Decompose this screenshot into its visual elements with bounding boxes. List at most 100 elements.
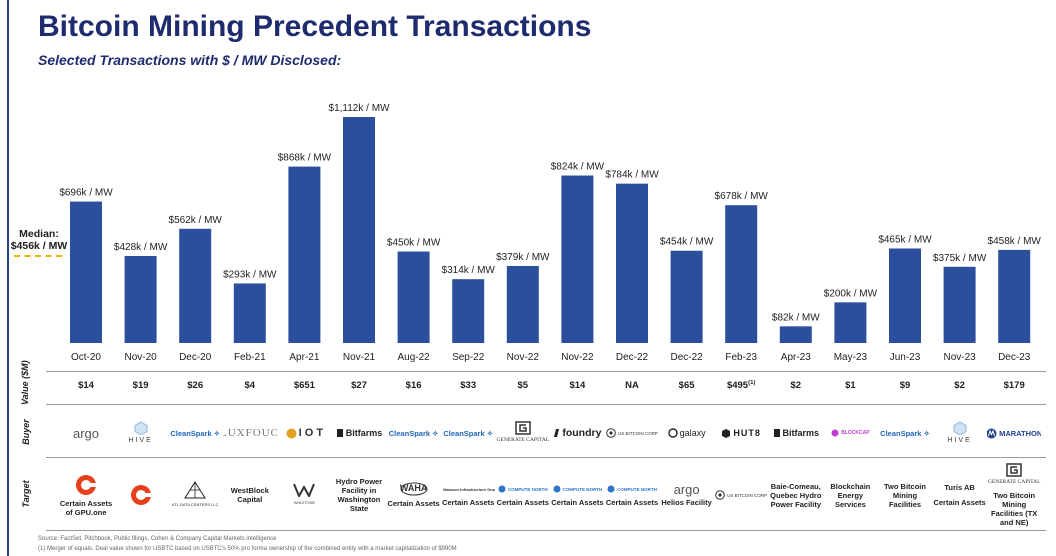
bar-6 <box>397 251 430 343</box>
buyer-13: Bitfarms <box>769 412 823 454</box>
deal-value-0: $14 <box>59 380 113 391</box>
deal-value-9: $14 <box>550 380 604 391</box>
left-accent-rule <box>7 0 9 556</box>
target-6: WAHA Certain Assets <box>387 462 441 528</box>
hut8-logo-mark-icon <box>722 428 731 438</box>
deal-value-text: $2 <box>954 380 965 391</box>
usbtc-logo-icon: US BITCOIN CORP <box>606 428 658 439</box>
bitfarms-logo-mark-icon <box>336 429 343 437</box>
x-tick-label-5: Nov-21 <box>343 352 376 363</box>
usbtc-logo-text: US BITCOIN CORP <box>617 430 658 436</box>
hut8-logo-icon: HUT8 <box>721 428 761 439</box>
generate-capital-logo-icon <box>515 420 531 435</box>
iot-logo-icon: I O T <box>286 426 324 439</box>
mawson-logo-text: Mawson Infrastructure Group Inc. <box>443 486 495 492</box>
bar-5 <box>343 117 375 343</box>
iot-logo-text: I O T <box>298 426 324 439</box>
x-tick-label-16: Nov-23 <box>943 352 976 363</box>
page-title: Bitcoin Mining Precedent Transactions <box>38 10 592 43</box>
compute-north-logo-text: COMPUTE NORTH <box>617 486 657 492</box>
deal-value-16: $2 <box>933 380 987 391</box>
deal-value-text: $4 <box>244 380 256 391</box>
usbtc-logo-mark-icon <box>715 490 725 500</box>
target-11: argo Helios Facility <box>660 462 714 528</box>
bar-14 <box>834 302 867 343</box>
target-name: Helios Facility <box>661 497 712 507</box>
deal-value-text: $19 <box>132 380 149 391</box>
blockcap-logo-mark-icon <box>831 429 839 437</box>
marathon-logo-text: MARATHON <box>999 428 1042 438</box>
data-label-17: $458k / MW <box>988 236 1042 247</box>
compute-north-logo-mark-icon <box>607 485 615 493</box>
data-label-7: $314k / MW <box>442 265 496 276</box>
galaxy-logo-mark-icon <box>667 428 678 438</box>
galaxy-logo-text: galaxy <box>679 427 706 438</box>
target-13: Baie-Comeau, Quebec Hydro Power Facility <box>769 462 823 528</box>
deal-value-text: $495 <box>726 380 749 392</box>
buyer-9: foundry <box>550 412 604 454</box>
target-name: Baie-Comeau, Quebec Hydro Power Facility <box>770 481 822 509</box>
bitfarms-logo-mark-icon <box>773 429 780 437</box>
bar-0 <box>70 201 102 343</box>
deal-value-12: $495(1) <box>714 380 768 391</box>
x-tick-label-7: Sep-22 <box>452 352 485 363</box>
deal-value-text: $14 <box>78 380 94 391</box>
hive-logo-icon <box>953 420 967 435</box>
x-tick-label-10: Dec-22 <box>616 352 649 363</box>
data-label-0: $696k / MW <box>59 188 113 199</box>
x-tick-label-0: Oct-20 <box>71 352 101 363</box>
target-name: Blockchain Energy Services <box>830 481 871 509</box>
target-name: Turis AB <box>944 483 975 492</box>
bar-9 <box>561 175 594 343</box>
buyer-7: CleanSpark ✧ <box>441 412 495 454</box>
target-name: Certain Assets of GPU.one <box>59 498 113 517</box>
bar-13 <box>779 326 812 343</box>
bar-3 <box>233 283 266 343</box>
target-row-top-rule <box>46 457 1046 458</box>
cleanspark-logo-icon: CleanSpark ✧ <box>443 428 493 438</box>
bar-17 <box>998 249 1031 343</box>
data-label-1: $428k / MW <box>114 242 168 253</box>
deal-value-text: $33 <box>460 380 477 391</box>
table-bottom-rule <box>46 530 1046 531</box>
compute-north-logo-mark-icon <box>498 485 506 493</box>
row-label-target: Target <box>21 480 31 508</box>
data-label-11: $454k / MW <box>660 237 714 248</box>
deal-value-text: $179 <box>1003 380 1025 391</box>
buyer-0: argo <box>59 412 113 454</box>
x-tick-label-11: Dec-22 <box>670 352 703 363</box>
source-footnote: Source: FactSet, Pitchbook, Public filin… <box>38 536 277 542</box>
buyer-17: MARATHON <box>987 412 1041 454</box>
footnote-1: (1) Merger of equals. Deal value shown f… <box>38 546 457 552</box>
cleanspark-logo-icon: CleanSpark ✧ <box>388 428 439 438</box>
data-label-5: $1,112k / MW <box>329 103 391 114</box>
winstone-logo-text: WINSTONE <box>293 499 316 505</box>
target-name: Certain Assets <box>442 498 495 507</box>
target-name: Certain Assets <box>551 497 604 507</box>
target-5: Hydro Power Facility in Washington State <box>332 462 386 528</box>
compute-north-logo-text: COMPUTE NORTH <box>562 486 603 492</box>
median-label: Median: $456k / MW <box>8 228 70 252</box>
x-tick-label-8: Nov-22 <box>507 352 540 363</box>
deal-value-14: $1 <box>823 380 877 391</box>
buyer-5: Bitfarms <box>332 412 386 454</box>
buyer-10: US BITCOIN CORP <box>605 412 659 454</box>
compute-north-logo-icon: COMPUTE NORTH <box>498 484 548 495</box>
iot-logo-mark-icon <box>286 428 297 438</box>
bar-chart: $696k / MW Oct-20 $428k / MW Nov-20 $562k / … <box>59 103 1042 363</box>
waha-logo-text: WAHA <box>399 483 428 493</box>
data-label-3: $293k / MW <box>223 269 277 280</box>
target-12: US BITCOIN CORP <box>714 462 768 528</box>
hut8-logo-text: HUT8 <box>733 427 761 438</box>
foundry-logo-text: foundry <box>562 426 602 439</box>
target-8: COMPUTE NORTH Certain Assets <box>496 462 550 528</box>
generate-capital-logo-text: GENERATE CAPITAL <box>496 436 550 443</box>
generate-capital-logo-text: GENERATE CAPITAL <box>987 479 1041 485</box>
deal-value-text: $1 <box>845 380 856 391</box>
buyer-4: I O T <box>277 412 331 454</box>
target-9: COMPUTE NORTH Certain Assets <box>550 462 604 528</box>
target-3: WestBlock Capital <box>223 462 277 528</box>
winstone-logo-icon <box>293 483 316 497</box>
deal-value-text: $14 <box>569 380 586 391</box>
data-label-16: $375k / MW <box>933 253 987 264</box>
